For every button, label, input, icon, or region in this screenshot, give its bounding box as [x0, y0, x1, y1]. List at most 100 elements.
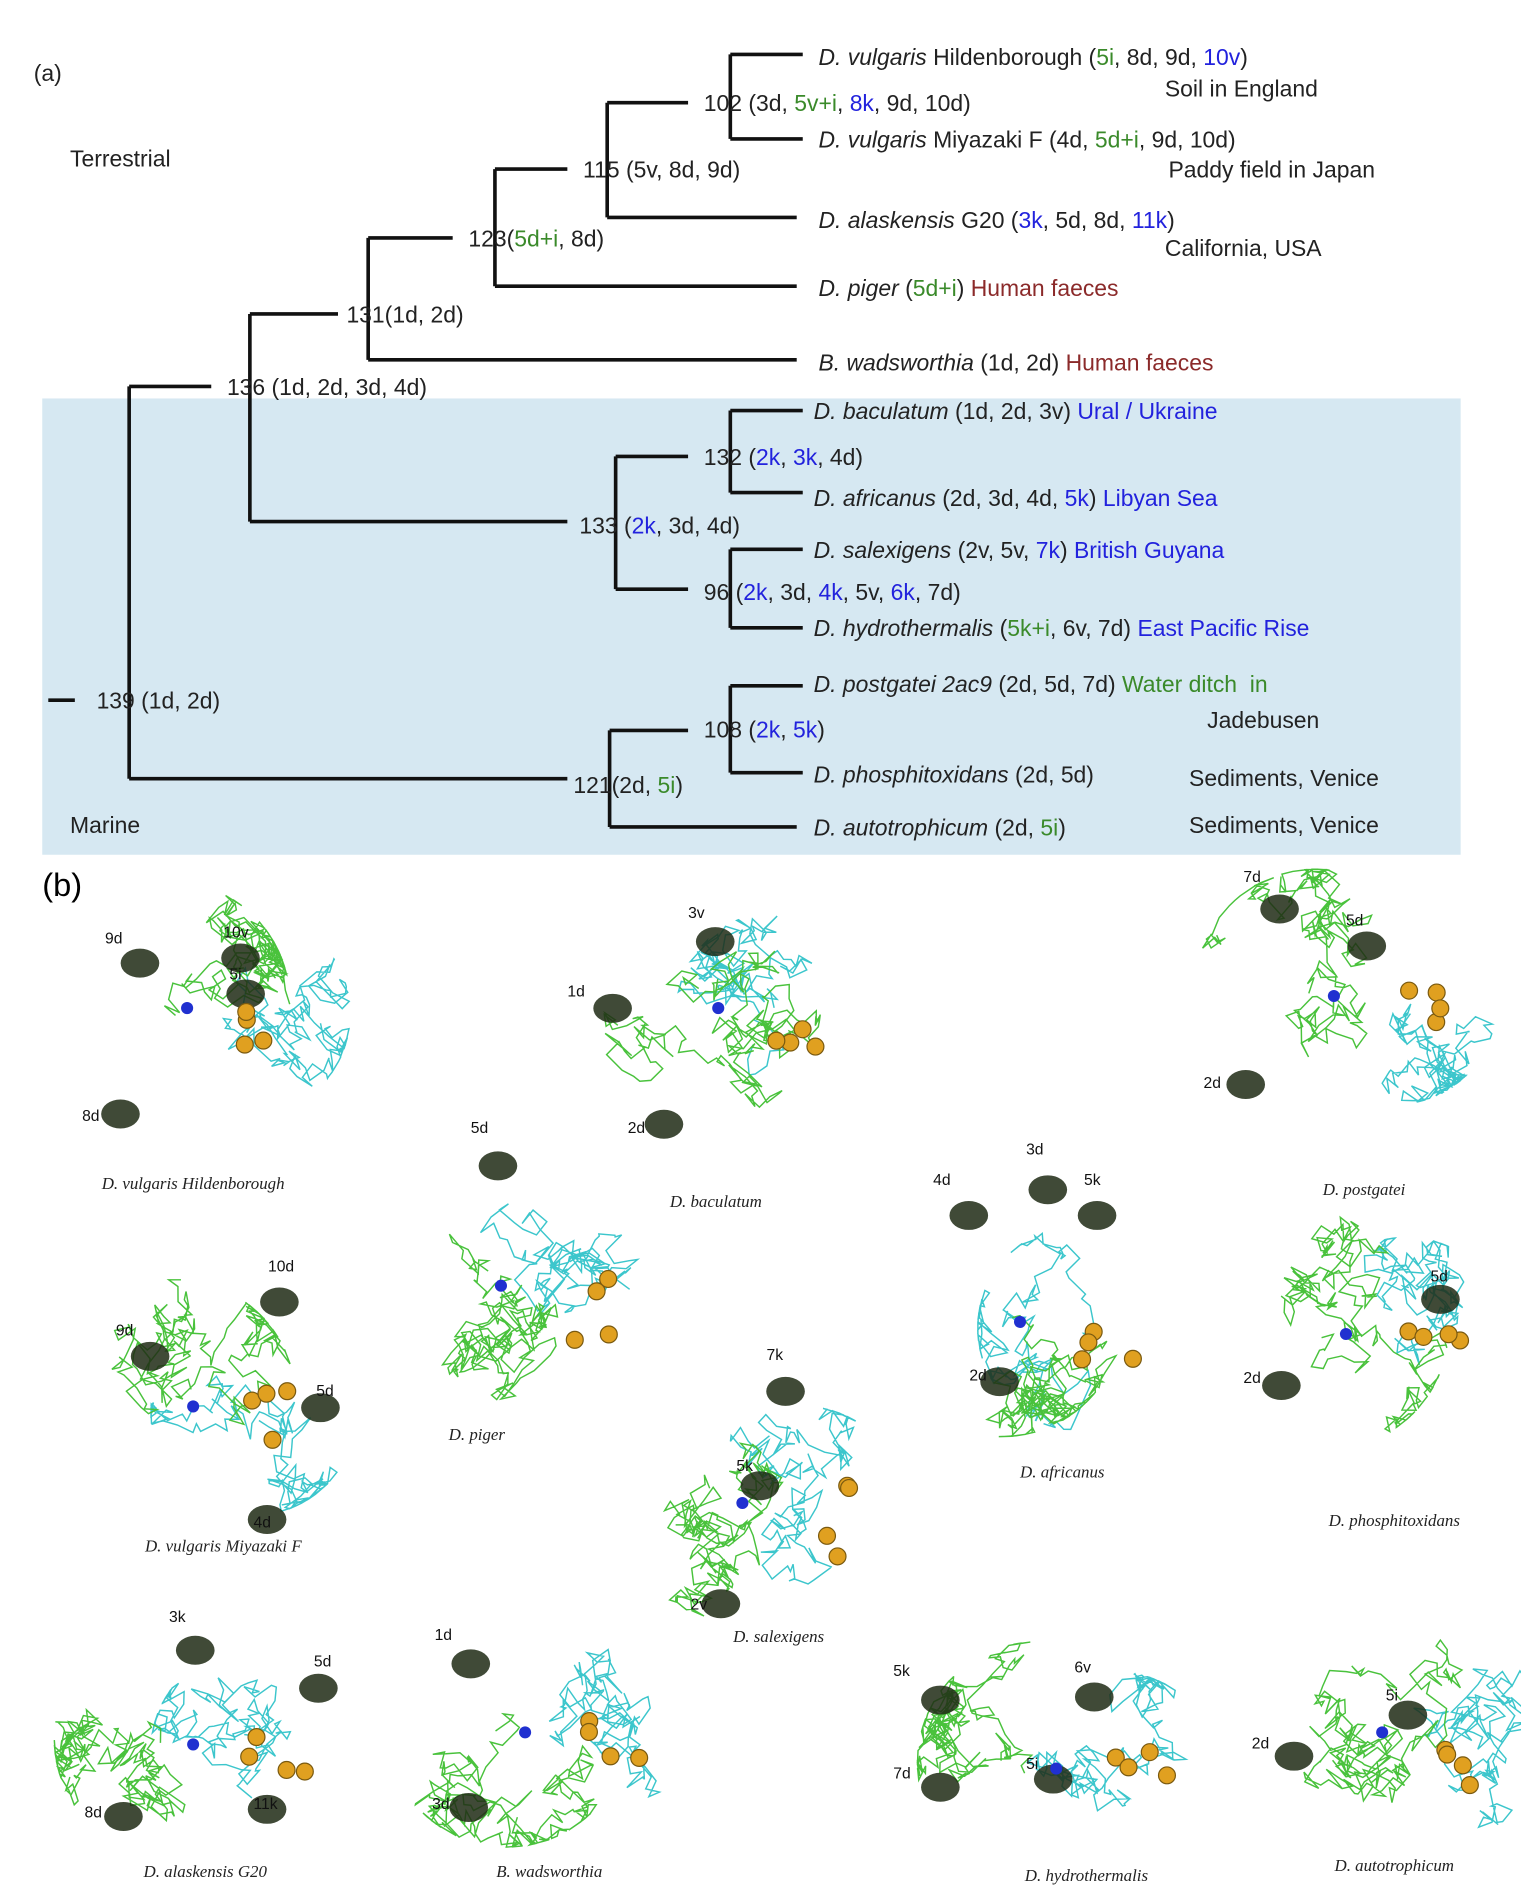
label-segment: D. hydrothermalis — [814, 615, 994, 641]
cofactor — [1428, 984, 1445, 1001]
residue-blob — [645, 1110, 684, 1139]
residue-blob — [176, 1636, 215, 1665]
label-segment: 2k — [756, 717, 781, 743]
group-label: Terrestrial — [70, 146, 171, 172]
residue-label: 5d — [316, 1383, 333, 1400]
label-segment: 108 ( — [704, 717, 757, 743]
cofactor — [1120, 1759, 1137, 1776]
residue-blob — [449, 1793, 488, 1822]
label-segment: 5k — [793, 717, 818, 743]
residue-label: 2d — [1204, 1075, 1221, 1092]
label-segment: , 7d) — [915, 579, 961, 605]
label-segment: ( — [899, 275, 913, 301]
label-segment: D. alaskensis — [818, 207, 954, 233]
node-label: 131(1d, 2d) — [346, 301, 463, 327]
leaf-label: D. salexigens (2v, 5v, 7k) British Guyan… — [814, 537, 1225, 563]
residue-blob — [1226, 1070, 1265, 1099]
label-segment: 5v+i — [794, 90, 837, 116]
label-segment: 5i — [1040, 814, 1058, 840]
residue-blob — [1421, 1285, 1460, 1314]
residue-blob — [121, 949, 160, 978]
node-label: 102 (3d, 5v+i, 8k, 9d, 10d) — [704, 90, 971, 116]
cofactor — [248, 1729, 265, 1746]
cofactor — [236, 1036, 253, 1053]
cofactor — [1440, 1326, 1457, 1343]
label-segment: Human faeces — [1066, 350, 1214, 376]
active-site — [1328, 990, 1340, 1002]
structure: 5i2dD. autotrophicum — [1252, 1640, 1521, 1875]
label-segment: D. vulgaris — [818, 126, 926, 152]
residue-label: 5d — [1430, 1268, 1447, 1285]
label-segment: , 5d, 8d, — [1043, 207, 1132, 233]
residue-blob — [696, 927, 735, 956]
cofactor — [238, 1003, 255, 1020]
cofactor — [829, 1548, 846, 1565]
label-segment: 10v — [1203, 44, 1240, 70]
label-segment: Water ditch in — [1122, 671, 1268, 697]
cofactor — [296, 1763, 313, 1780]
active-site — [736, 1497, 748, 1509]
residue-blob — [766, 1377, 805, 1406]
residue-blob — [1075, 1682, 1114, 1711]
structure-caption: D. vulgaris Hildenborough — [101, 1174, 285, 1193]
structure: 7d5d2dD. postgatei — [1203, 869, 1493, 1199]
residue-blob — [260, 1288, 299, 1317]
label-segment: 121(2d, — [573, 772, 657, 798]
node-label: 115 (5v, 8d, 9d) — [583, 157, 740, 183]
cofactor — [1159, 1767, 1176, 1784]
residue-blob — [451, 1649, 490, 1678]
label-segment: ) — [1089, 485, 1103, 511]
label-segment: (2d, 5d) — [1009, 761, 1094, 787]
active-site — [495, 1280, 507, 1292]
cofactor — [241, 1748, 258, 1765]
label-segment: Ural / Ukraine — [1077, 398, 1217, 424]
residue-label: 5d — [314, 1653, 331, 1670]
leaf-label: B. wadsworthia (1d, 2d) Human faeces — [818, 350, 1213, 376]
active-site — [712, 1002, 724, 1014]
residue-blob — [741, 1471, 780, 1500]
label-segment: 5i — [658, 772, 676, 798]
label-segment: ) — [817, 717, 825, 743]
habitat-label: California, USA — [1165, 235, 1322, 261]
label-segment: ) — [1058, 814, 1066, 840]
residue-label: 3k — [169, 1609, 186, 1626]
residue-label: 7d — [1243, 869, 1260, 886]
cofactor — [841, 1480, 858, 1497]
label-segment: 3k — [793, 444, 818, 470]
residue-blob — [299, 1674, 338, 1703]
label-segment: Libyan Sea — [1103, 485, 1218, 511]
structure-caption: D. baculatum — [669, 1192, 762, 1211]
structure-caption: D. hydrothermalis — [1024, 1866, 1149, 1885]
label-segment: , — [780, 717, 793, 743]
cofactor — [1080, 1334, 1097, 1351]
active-site — [1014, 1316, 1026, 1328]
residue-blob — [921, 1773, 960, 1802]
label-segment: 2k — [756, 444, 781, 470]
residue-label: 10d — [268, 1259, 294, 1276]
residue-blob — [1262, 1371, 1301, 1400]
residue-blob — [1275, 1742, 1314, 1771]
label-segment: (2d, — [988, 814, 1040, 840]
leaf-label: D. piger (5d+i) Human faeces — [818, 275, 1118, 301]
leaf-label: D. baculatum (1d, 2d, 3v) Ural / Ukraine — [814, 398, 1218, 424]
leaf-label: D. alaskensis G20 (3k, 5d, 8d, 11k) — [818, 207, 1174, 233]
residue-blob — [593, 994, 632, 1023]
label-segment: , 4d) — [817, 444, 863, 470]
leaf-label: D. postgatei 2ac9 (2d, 5d, 7d) Water dit… — [814, 671, 1268, 697]
residue-label: 9d — [116, 1323, 133, 1340]
residue-label: 3d — [432, 1796, 449, 1813]
active-site — [187, 1738, 199, 1750]
cofactor — [631, 1749, 648, 1766]
residue-label: 2d — [1243, 1370, 1260, 1387]
node-label: 121(2d, 5i) — [573, 772, 683, 798]
cofactor — [1439, 1746, 1456, 1763]
label-segment: 3k — [1018, 207, 1043, 233]
residue-label: 2d — [1252, 1736, 1269, 1753]
residue-label: 6v — [1074, 1660, 1091, 1677]
label-segment: , 3d, 4d) — [656, 513, 740, 539]
structure-caption: D. piger — [448, 1425, 506, 1444]
